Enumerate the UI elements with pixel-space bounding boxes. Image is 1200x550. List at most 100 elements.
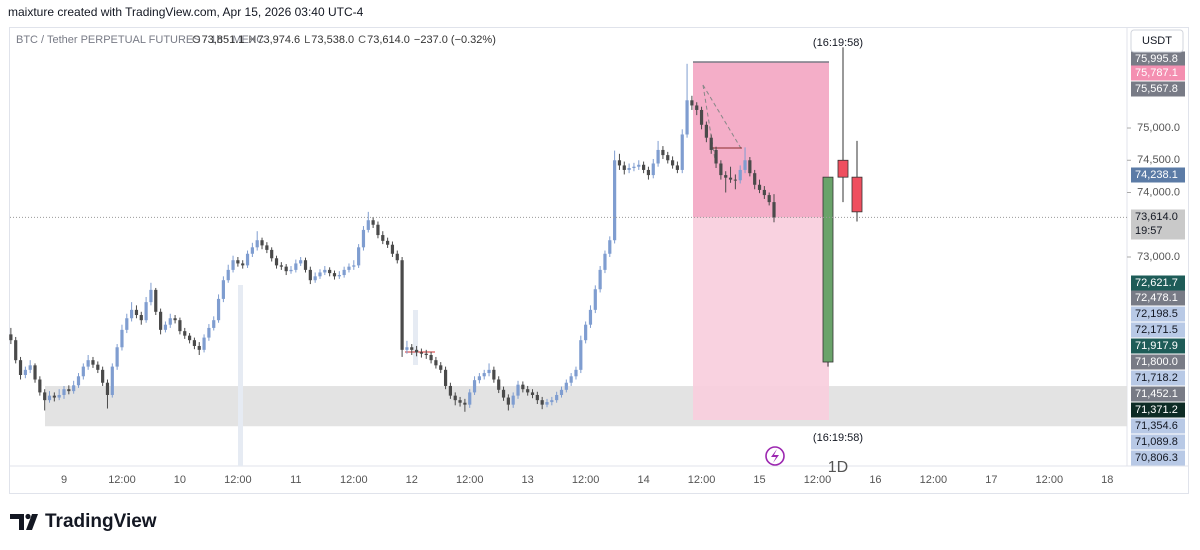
candle-body [357, 247, 361, 266]
legend-value: 73,614.0 [367, 34, 410, 46]
x-tick-label: 15 [753, 474, 765, 486]
candle-body [270, 249, 274, 259]
legend-value: 73,538.0 [311, 34, 354, 46]
candle-body [284, 266, 288, 272]
x-tick-label: 10 [174, 474, 186, 486]
candle-body [187, 335, 192, 341]
candle-body [366, 220, 370, 230]
price-tag [1131, 418, 1185, 434]
countdown: (16:19:58) [813, 37, 863, 49]
candle-body [564, 382, 568, 390]
candle-body [617, 160, 622, 166]
candle-body [395, 253, 399, 261]
price-tag [1131, 322, 1185, 338]
brand: TradingView [45, 511, 157, 532]
y-tick-label: 73,000.0 [1137, 251, 1180, 263]
currency-button[interactable] [1130, 29, 1184, 53]
candle-body [110, 366, 114, 395]
candle-body [506, 397, 510, 405]
candle-body [661, 149, 665, 156]
candle-body [429, 355, 433, 361]
x-tick-label: 12:00 [920, 474, 948, 486]
candle-body [613, 160, 617, 241]
candle-body [511, 395, 515, 405]
price-tag [1131, 434, 1185, 450]
candle-body [646, 169, 651, 176]
candle-body [772, 202, 776, 218]
candle-body [294, 263, 298, 270]
candle-body [105, 382, 110, 395]
candle-body [371, 220, 375, 225]
x-tick-label: 9 [61, 474, 67, 486]
x-tick-label: 14 [637, 474, 649, 486]
legend-change: −237.0 (−0.32%) [414, 34, 496, 46]
candle-body [159, 311, 163, 330]
x-tick-label: 13 [522, 474, 534, 486]
overlay-body [837, 159, 849, 178]
price-tag-label: 71,089.8 [1135, 436, 1178, 448]
candle-body [753, 173, 757, 185]
candle-body [559, 389, 564, 395]
candle-body [347, 266, 351, 270]
candle-body [274, 258, 279, 266]
candle-body [497, 379, 501, 390]
candle-body [622, 165, 626, 170]
x-tick-label: 11 [290, 474, 301, 486]
price-tag [1131, 290, 1185, 306]
price-tag-label: 72,621.7 [1135, 277, 1178, 289]
price-tag [1131, 386, 1185, 402]
price-tag-label: 71,800.0 [1135, 356, 1178, 368]
price-tag-label: 73,614.0 [1135, 211, 1178, 223]
candle-body [91, 360, 95, 365]
price-tag-label: 71,452.1 [1135, 388, 1178, 400]
candle-body [424, 353, 428, 356]
alert-icon[interactable] [765, 446, 785, 466]
x-tick-label: 12:00 [340, 474, 368, 486]
candle-body [38, 379, 42, 393]
candle-body [221, 280, 225, 299]
candle-body [207, 327, 211, 338]
highlight [238, 285, 243, 466]
candle-body [289, 269, 293, 272]
candle-body [757, 184, 762, 190]
price-tag [1131, 65, 1185, 81]
price-tag [1131, 354, 1185, 370]
candle-body [526, 389, 530, 393]
candle-body [680, 134, 684, 170]
candle-body [709, 137, 713, 150]
candle-body [361, 229, 366, 248]
candle-body [482, 373, 486, 377]
candle-body [400, 260, 404, 350]
price-tag [1131, 167, 1185, 183]
x-tick-label: 12:00 [224, 474, 252, 486]
candle-body [265, 245, 269, 250]
price-tag [1131, 209, 1185, 240]
price-tag [1131, 306, 1185, 322]
candle-body [555, 394, 559, 401]
x-tick-label: 12:00 [804, 474, 832, 486]
candle-body [376, 224, 380, 236]
candle-body [569, 376, 573, 383]
plot [9, 47, 1127, 466]
candle-body [173, 318, 177, 321]
x-tick-label: 17 [985, 474, 997, 486]
interval-watermark: 1D [828, 459, 848, 476]
candle-body [337, 275, 341, 277]
candle-body [130, 309, 134, 319]
candle-body [458, 400, 462, 403]
candle-body [468, 392, 472, 405]
currency[interactable]: USDT [1142, 35, 1172, 47]
candle-body [598, 269, 602, 290]
candle-body [762, 189, 766, 196]
x-tick-label: 12:00 [1036, 474, 1064, 486]
candle-body [637, 164, 641, 167]
candle-body [704, 124, 708, 138]
candle-body [414, 349, 419, 353]
candle-body [487, 369, 491, 374]
candle-body [202, 337, 206, 350]
price-tag-label: 74,238.1 [1135, 169, 1178, 181]
candle-body [748, 160, 752, 174]
candle-body [241, 263, 245, 266]
candle-body [439, 365, 443, 370]
